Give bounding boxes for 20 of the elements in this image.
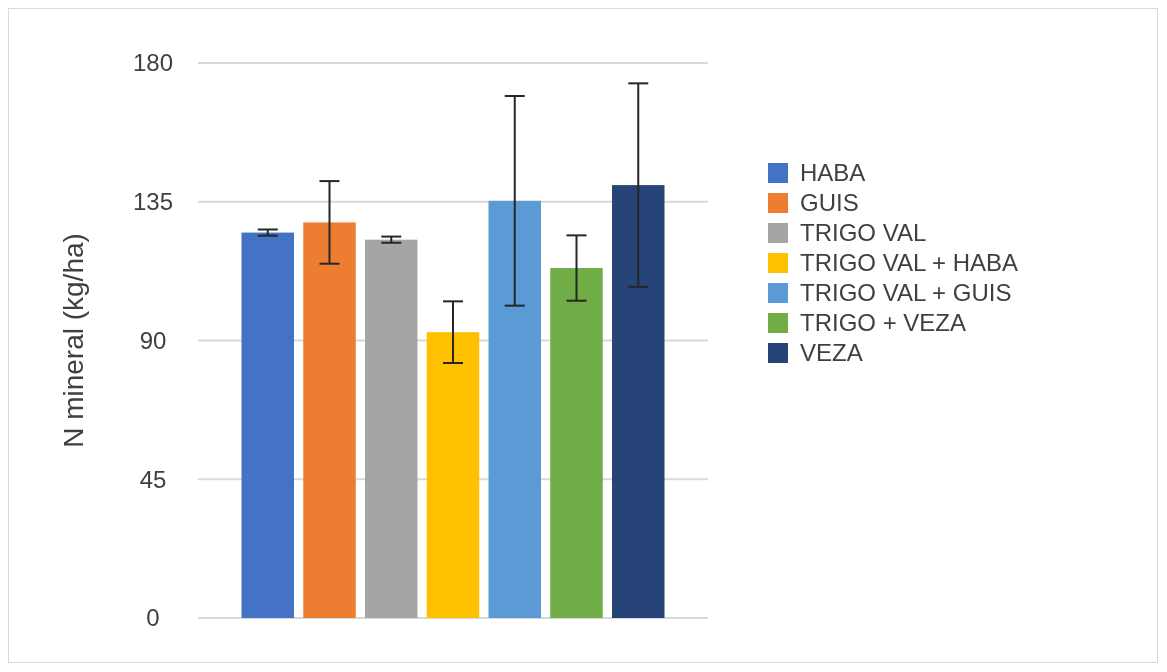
y-tick-label: 90 <box>139 326 167 354</box>
legend-label: TRIGO + VEZA <box>800 309 967 337</box>
bar <box>365 239 418 618</box>
legend-label: TRIGO VAL <box>800 219 927 247</box>
legend-label: VEZA <box>800 339 863 367</box>
bar <box>426 332 480 618</box>
bar <box>612 185 665 618</box>
bar <box>303 222 356 618</box>
y-tick-label: 135 <box>132 188 174 216</box>
y-tick-label: 180 <box>132 49 174 77</box>
legend-label: GUIS <box>800 189 859 217</box>
y-tick-label: 45 <box>139 465 167 493</box>
bar <box>241 232 294 618</box>
legend-label: HABA <box>800 159 866 187</box>
bar <box>550 268 603 618</box>
legend-label: TRIGO VAL + HABA <box>800 249 1019 277</box>
bar <box>488 200 541 618</box>
y-tick-label: 0 <box>146 604 160 632</box>
legend-label: TRIGO VAL + GUIS <box>800 279 1012 307</box>
y-axis-title: N mineral (kg/ha) <box>57 233 89 448</box>
